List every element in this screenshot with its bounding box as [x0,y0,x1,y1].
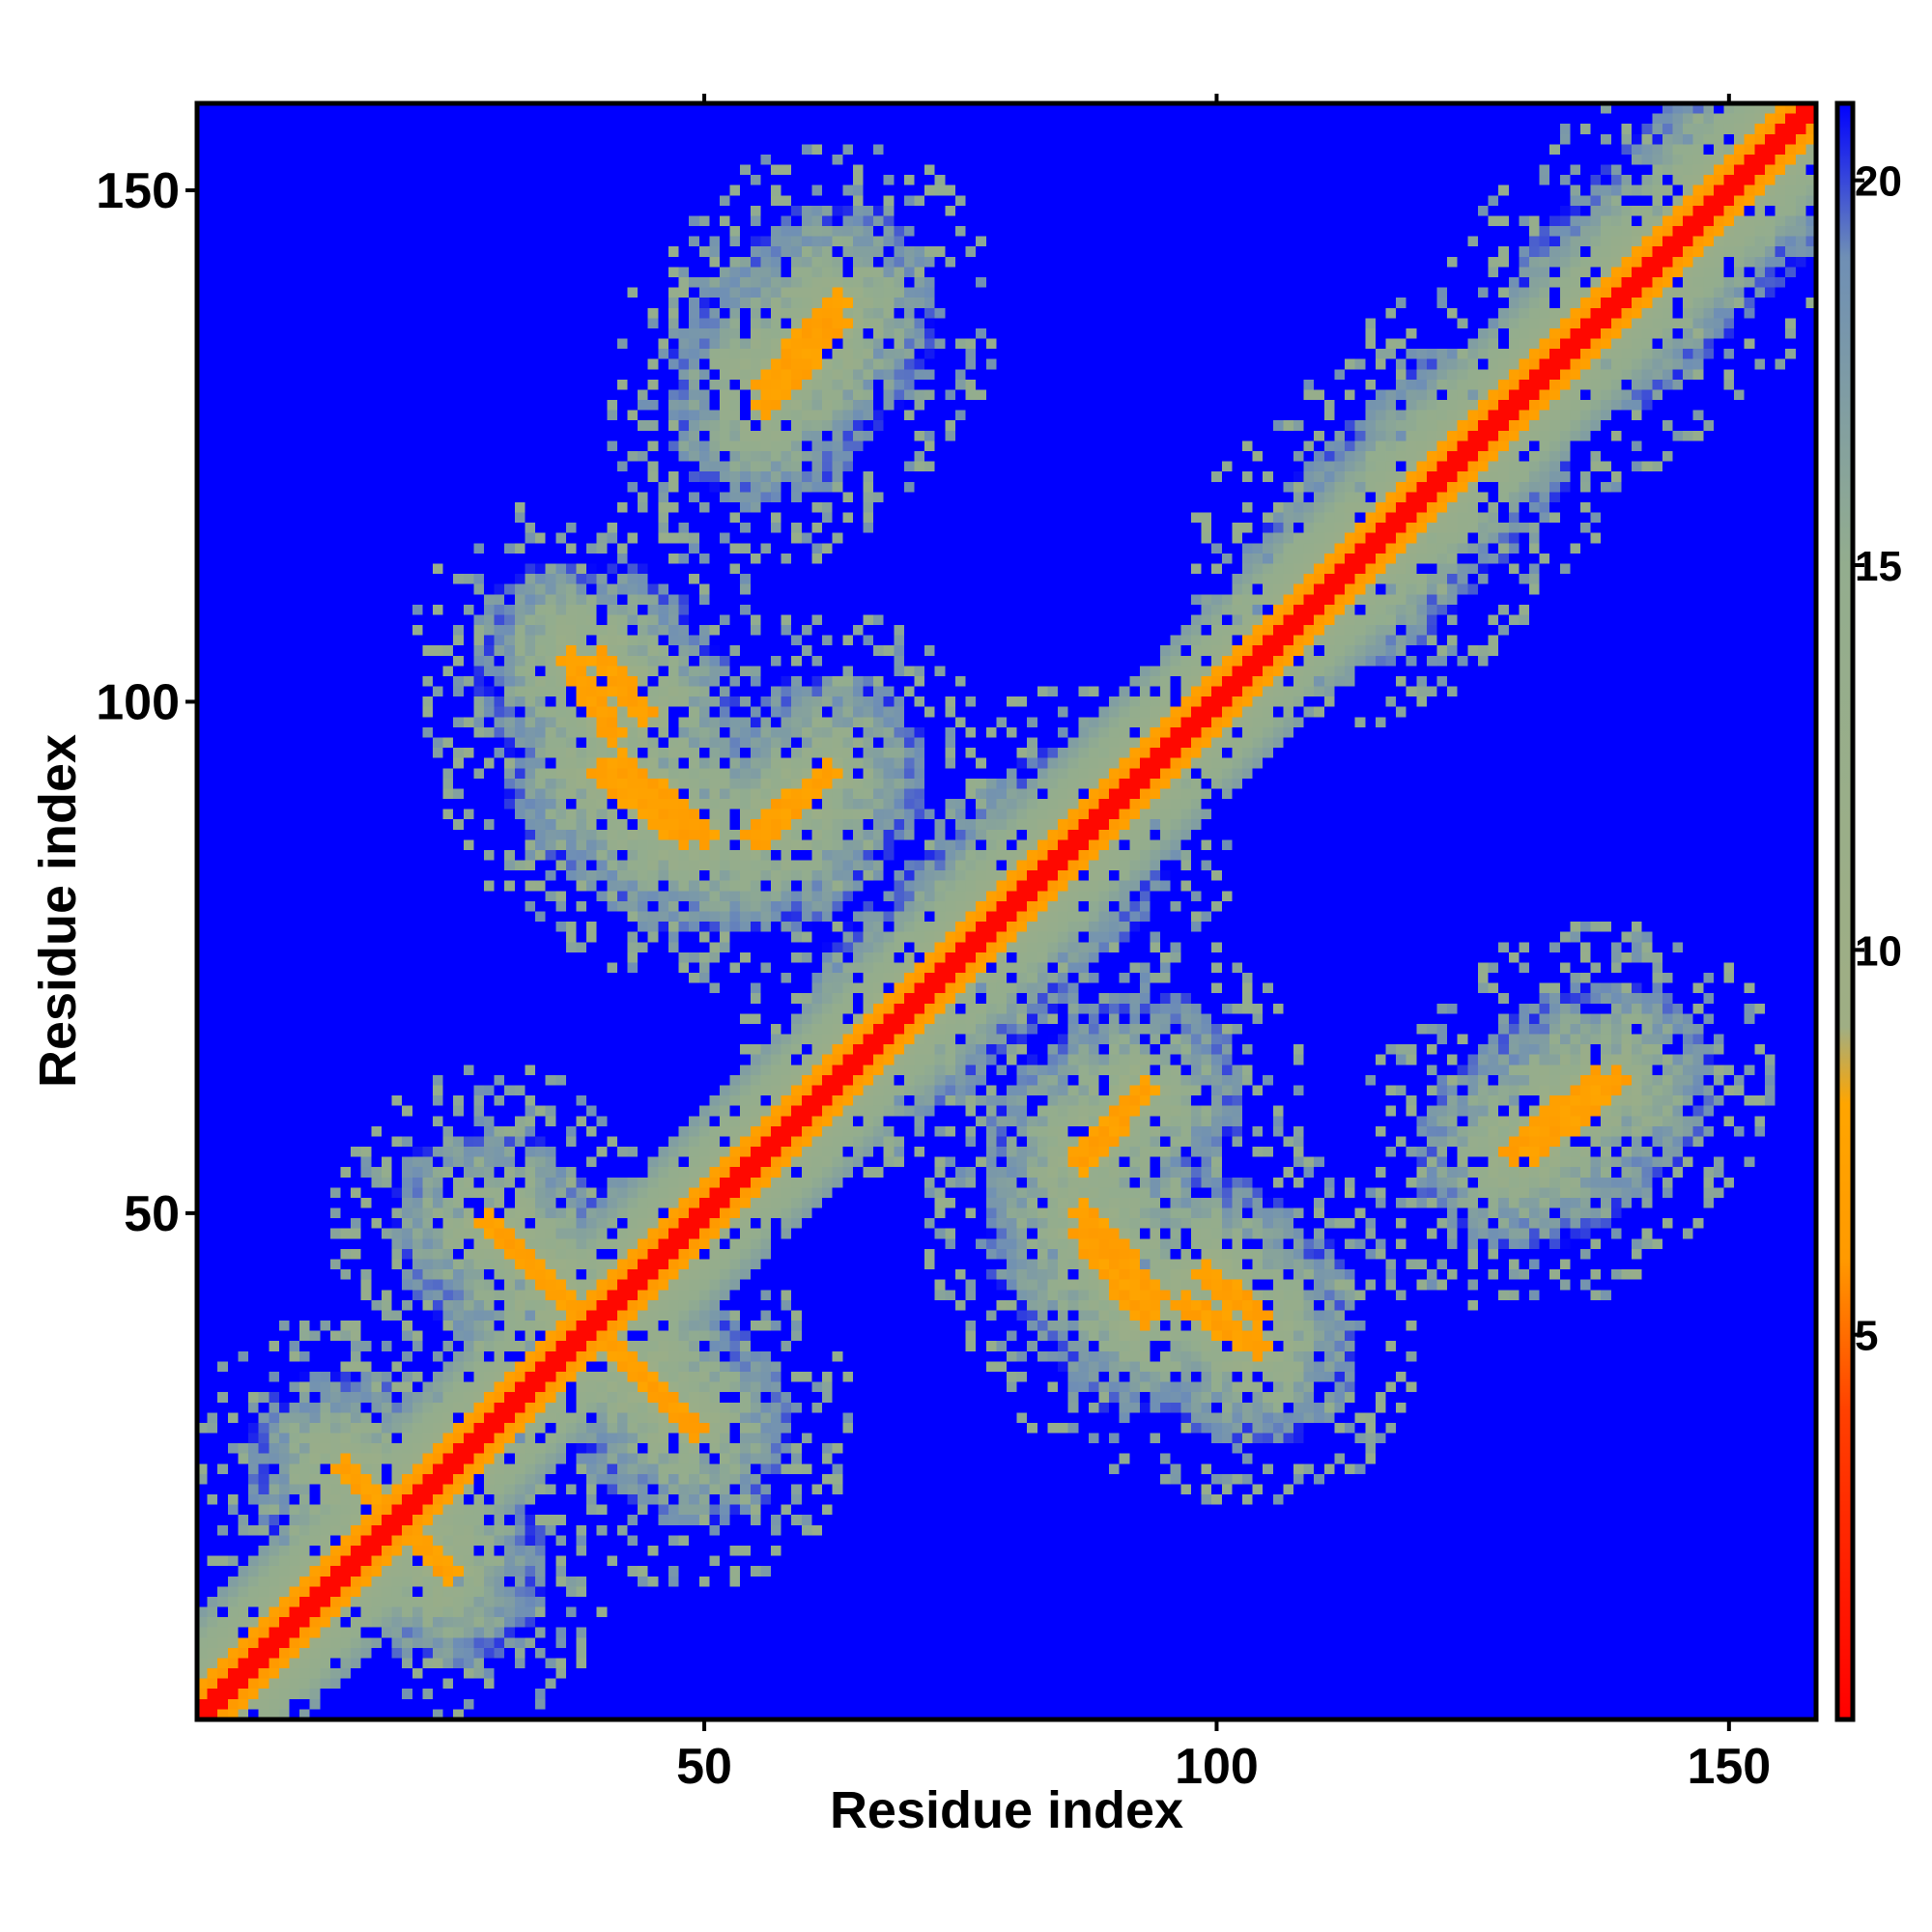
y-axis-ticks: 50 100 150 [96,163,197,1242]
y-tick-label: 150 [96,163,180,219]
y-tick-label: 100 [96,674,180,730]
x-tick-label: 50 [676,1739,732,1795]
x-tick-label: 150 [1687,1739,1771,1795]
colorbar-gradient [1837,103,1853,1719]
x-tick-label: 100 [1175,1739,1259,1795]
colorbar-tick-label: 15 [1855,543,1902,590]
x-axis-ticks: 50 100 150 [676,94,1771,1795]
colorbar-tick-label: 20 [1855,158,1902,206]
colorbar: 5 10 15 20 [1834,100,1902,1722]
heatmap-cells [197,103,1816,1719]
colorbar-frame [1834,100,1856,1722]
x-axis-title: Residue index [830,1781,1183,1839]
y-axis-title: Residue index [29,734,87,1088]
plot-frame [194,100,1819,1722]
y-tick-label: 50 [124,1186,180,1242]
colorbar-tick-label: 5 [1855,1313,1878,1360]
heatmap-plot-area [197,103,1816,1719]
colorbar-tick-label: 10 [1855,927,1902,975]
